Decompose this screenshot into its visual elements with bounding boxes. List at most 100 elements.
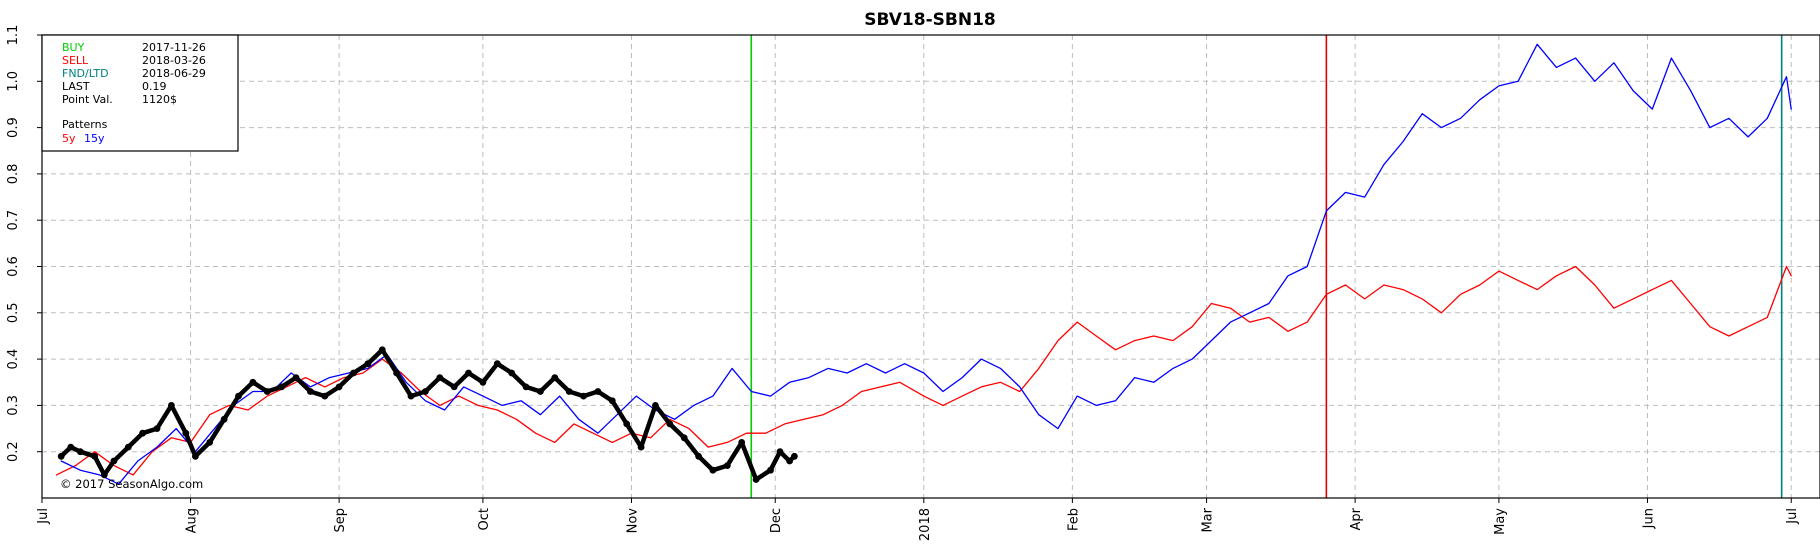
current-contract-point xyxy=(278,383,285,391)
current-contract-point xyxy=(378,346,386,354)
current-contract-point xyxy=(220,415,228,423)
current-contract-point xyxy=(723,462,731,469)
y-tick-label: 1.1 xyxy=(6,25,21,46)
current-contract-point xyxy=(608,397,616,405)
x-tick-label: Aug xyxy=(185,508,200,533)
x-tick-label: Nov xyxy=(625,508,640,534)
current-contract-point xyxy=(479,378,487,386)
current-contract-point xyxy=(91,452,99,460)
sell-value: 2018-03-26 xyxy=(142,54,206,67)
current-contract-point xyxy=(292,374,300,381)
current-contract-point xyxy=(139,429,147,437)
y-tick-label: 0.5 xyxy=(6,302,21,323)
pattern-5y-label: 5y xyxy=(62,132,76,145)
current-contract-point xyxy=(407,392,415,400)
current-contract-point xyxy=(450,383,458,391)
buy-value: 2017-11-26 xyxy=(142,41,206,54)
x-tick-label: Sep xyxy=(333,508,348,533)
x-axis: Jul Aug Sep Oct Nov Dec 2018 Feb Mar Apr May Jun Jul xyxy=(36,498,1800,541)
current-contract-point xyxy=(580,392,587,400)
current-contract-point xyxy=(695,452,702,460)
fnd-ltd-value: 2018-06-29 xyxy=(142,67,206,80)
current-contract-point xyxy=(680,434,688,442)
current-contract-point xyxy=(786,457,793,465)
current-contract-point xyxy=(436,374,444,381)
current-contract-point xyxy=(263,388,271,395)
current-contract-point xyxy=(623,420,631,428)
current-contract-point xyxy=(168,402,175,409)
x-tick-label: Oct xyxy=(477,508,492,530)
current-contract-point xyxy=(508,369,516,377)
y-tick-label: 0.2 xyxy=(6,441,21,462)
y-axis: 0.2 0.3 0.4 0.5 0.6 0.7 0.8 0.9 1.0 1.1 xyxy=(6,25,42,462)
series-lines xyxy=(55,43,1792,485)
current-contract-point xyxy=(709,466,717,474)
current-contract-point xyxy=(422,388,429,395)
current-contract-point xyxy=(235,392,242,400)
x-tick-label: Feb xyxy=(1066,508,1081,531)
current-contract-point xyxy=(565,388,573,395)
patterns-heading: Patterns xyxy=(62,118,108,131)
current-contract-point xyxy=(206,439,214,446)
current-contract-point xyxy=(493,360,501,368)
x-tick-label: Jul xyxy=(36,508,51,525)
current-contract-point xyxy=(350,369,357,377)
current-contract-point xyxy=(738,439,746,446)
pattern-15y-label: 15y xyxy=(84,132,105,145)
copyright-text: © 2017 SeasonAlgo.com xyxy=(60,477,203,491)
x-tick-label: Mar xyxy=(1201,507,1216,532)
current-contract-point xyxy=(67,443,75,451)
x-tick-label: Apr xyxy=(1349,507,1364,530)
x-tick-label: May xyxy=(1493,508,1508,535)
current-contract-point xyxy=(791,452,798,460)
current-contract-point xyxy=(321,392,329,400)
point-val-value: 1120$ xyxy=(142,93,177,106)
current-contract-point xyxy=(537,388,544,395)
plot-background xyxy=(42,35,1820,498)
current-contract-point xyxy=(335,383,343,391)
current-contract-point xyxy=(192,452,199,460)
last-label: LAST xyxy=(62,80,90,93)
current-contract-point xyxy=(153,425,161,432)
y-tick-label: 0.9 xyxy=(6,117,21,138)
current-contract-point xyxy=(666,420,674,428)
current-contract-point xyxy=(393,369,400,377)
current-contract-point xyxy=(752,476,760,483)
vertical-markers xyxy=(750,35,1783,498)
info-box-frame xyxy=(41,34,239,152)
point-val-label: Point Val. xyxy=(62,93,113,106)
current-contract-point xyxy=(551,374,559,381)
y-tick-label: 1.0 xyxy=(6,71,21,92)
sell-label: SELL xyxy=(62,54,89,67)
y-tick-label: 0.7 xyxy=(6,210,21,231)
y-tick-label: 0.6 xyxy=(6,256,21,277)
current-contract-point xyxy=(637,443,645,451)
current-contract-point xyxy=(465,369,472,377)
current-contract-point xyxy=(100,471,108,479)
y-tick-label: 0.8 xyxy=(6,164,21,185)
x-tick-label: Jul xyxy=(1785,508,1800,525)
current-contract-point xyxy=(776,448,784,456)
current-contract-point xyxy=(124,443,132,451)
current-contract-point xyxy=(307,388,314,395)
current-contract-point xyxy=(182,429,190,437)
chart-title: SBV18-SBN18 xyxy=(864,10,995,30)
x-tick-label: Jun xyxy=(1641,508,1656,529)
current-contract-point xyxy=(76,448,84,456)
x-tick-label: Dec xyxy=(769,508,784,533)
last-value: 0.19 xyxy=(142,80,167,93)
current-contract-point xyxy=(652,402,659,409)
current-contract-point xyxy=(110,457,118,465)
x-tick-label: 2018 xyxy=(918,508,933,541)
buy-label: BUY xyxy=(62,41,85,54)
current-contract-point xyxy=(57,452,65,460)
current-contract-point xyxy=(249,378,257,386)
current-contract-point xyxy=(522,383,530,391)
current-contract-point xyxy=(594,388,602,395)
current-contract-point xyxy=(364,360,372,368)
fnd-ltd-label: FND/LTD xyxy=(62,67,109,80)
y-tick-label: 0.4 xyxy=(6,349,21,370)
info-box: BUY 2017-11-26 SELL 2018-03-26 FND/LTD 2… xyxy=(41,34,239,152)
